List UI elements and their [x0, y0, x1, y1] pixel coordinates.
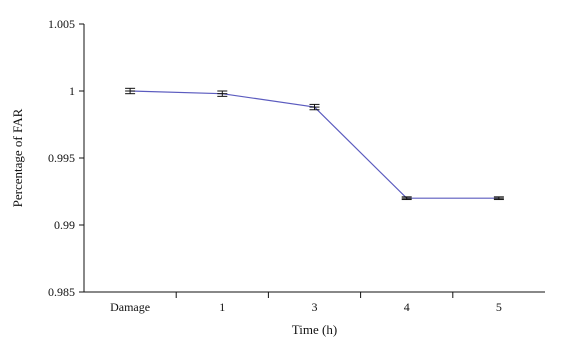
y-axis: 0.985 0.99 0.995 1 1.005	[48, 17, 85, 299]
error-bar	[401, 196, 412, 201]
x-tick-label: Damage	[110, 300, 150, 314]
y-tick-label: 0.985	[48, 285, 75, 299]
series-layer	[125, 87, 504, 201]
x-axis-title: Time (h)	[292, 322, 337, 337]
y-tick-label: 1.005	[48, 17, 75, 31]
error-bar	[217, 90, 228, 97]
y-tick-label: 0.99	[54, 218, 75, 232]
x-tick-label: 5	[496, 300, 502, 314]
error-bar	[125, 87, 136, 95]
y-tick-label: 1	[69, 84, 75, 98]
error-bar	[309, 103, 320, 111]
y-tick-label: 0.995	[48, 151, 75, 165]
x-tick-label: 4	[404, 300, 410, 314]
x-tick-label: 3	[312, 300, 318, 314]
error-bar	[493, 196, 504, 201]
x-axis: Damage 1 3 4 5	[84, 291, 545, 314]
y-axis-title: Percentage of FAR	[10, 108, 25, 207]
x-tick-label: 1	[219, 300, 225, 314]
